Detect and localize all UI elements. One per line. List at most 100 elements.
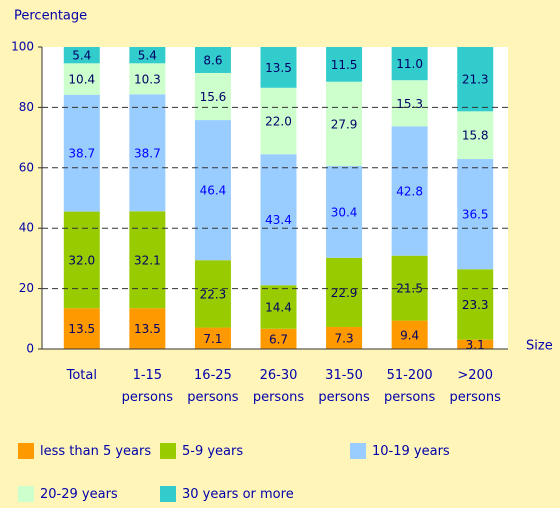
bar-segment [260, 87, 297, 155]
data-label: 13.5 [68, 322, 95, 336]
data-label: 22.0 [265, 114, 292, 128]
legend-label: less than 5 years [40, 443, 152, 459]
bar-segment [457, 111, 494, 160]
legend-label: 5-9 years [182, 443, 244, 459]
data-label: 7.1 [203, 332, 222, 346]
data-label: 5.4 [138, 49, 157, 63]
data-label: 13.5 [265, 61, 292, 75]
data-label: 23.3 [462, 298, 489, 312]
data-label: 22.3 [200, 287, 227, 301]
data-label: 11.5 [331, 58, 358, 72]
data-label: 32.1 [134, 253, 161, 267]
bar-segment [194, 327, 231, 349]
bar-segment [326, 165, 363, 258]
data-label: 15.6 [200, 90, 227, 104]
bar-segment [391, 47, 428, 81]
data-label: 15.3 [396, 97, 423, 111]
data-label: 36.5 [462, 208, 489, 222]
bar-segment [260, 154, 297, 286]
bar-segment [457, 269, 494, 340]
legend-label: 20-29 years [40, 486, 118, 502]
data-label: 30.4 [331, 205, 358, 219]
bar-segment [129, 63, 166, 95]
y-axis-label: Percentage [14, 9, 87, 24]
data-label: 7.3 [335, 331, 354, 345]
data-label: 22.9 [331, 286, 358, 300]
bar-segment [129, 94, 166, 212]
bar-segment [194, 72, 231, 121]
bar-segment [194, 47, 231, 73]
y-tick-label: 0 [26, 342, 34, 356]
data-label: 5.4 [72, 49, 91, 63]
data-label: 43.4 [265, 213, 292, 227]
data-label: 8.6 [203, 53, 222, 67]
bar-segment [129, 47, 166, 64]
legend-item: 30 years or more [160, 486, 294, 502]
bar-segment [260, 328, 297, 349]
data-label: 9.4 [400, 328, 419, 342]
y-tick-label: 20 [19, 281, 34, 295]
data-label: 42.8 [396, 185, 423, 199]
x-tick-label: 1-15 persons [121, 368, 174, 405]
x-tick-label: 51-200 persons [383, 368, 436, 405]
legend-label: 30 years or more [182, 486, 294, 502]
y-tick-label: 40 [19, 221, 34, 235]
data-label: 46.4 [200, 184, 227, 198]
legend-label: 10-19 years [372, 443, 450, 459]
bar-segment [63, 308, 100, 349]
legend-item: 20-29 years [18, 486, 118, 502]
bar-segment [63, 63, 100, 95]
data-label: 11.0 [396, 57, 423, 71]
data-label: 38.7 [134, 146, 161, 160]
legend-item: less than 5 years [18, 443, 151, 459]
x-tick-label: >200 persons [449, 368, 501, 405]
data-label: 21.5 [396, 282, 423, 296]
bar-segment [260, 47, 297, 88]
data-label: 38.7 [68, 147, 95, 161]
x-tick-label: Total [66, 368, 97, 383]
bar-segment [457, 47, 494, 112]
data-label: 13.5 [134, 322, 161, 336]
bar-segment [326, 47, 363, 82]
data-label: 10.3 [134, 72, 161, 86]
legend-item: 10-19 years [350, 443, 450, 459]
data-label: 21.3 [462, 73, 489, 87]
legend-item: 5-9 years [160, 443, 243, 459]
x-tick-label: 16-25 persons [187, 368, 239, 405]
legend-swatch [18, 443, 34, 459]
bar-segment [326, 326, 363, 349]
legend-swatch [18, 486, 34, 502]
x-axis-label: Size [526, 339, 553, 354]
data-label: 3.1 [466, 338, 485, 352]
bar-segment [63, 94, 100, 212]
x-tick-label: 31-50 persons [318, 368, 370, 405]
bar-segment [391, 320, 428, 349]
y-tick-label: 60 [19, 160, 34, 174]
y-tick-label: 80 [19, 100, 34, 114]
data-label: 6.7 [269, 332, 288, 346]
bar-segment [391, 126, 428, 256]
x-tick-label: 26-30 persons [252, 368, 305, 405]
bar-segment [391, 80, 428, 127]
y-tick-label: 100 [11, 40, 34, 54]
bar-segment [129, 308, 166, 349]
bar-segment [194, 260, 231, 328]
bar-segment [194, 120, 231, 261]
bar-segment [457, 339, 494, 349]
data-label: 14.4 [265, 301, 292, 315]
bar-segment [129, 211, 166, 309]
data-label: 15.8 [462, 129, 489, 143]
data-label: 32.0 [68, 253, 95, 267]
bar-segment [326, 257, 363, 327]
bar-segment [63, 47, 100, 64]
legend-swatch [160, 443, 176, 459]
legend-swatch [160, 486, 176, 502]
bar-segment [63, 211, 100, 309]
data-label: 27.9 [331, 117, 358, 131]
bar-segment [326, 81, 363, 166]
legend-swatch [350, 443, 366, 459]
bar-segment [260, 285, 297, 329]
data-label: 10.4 [68, 73, 95, 87]
